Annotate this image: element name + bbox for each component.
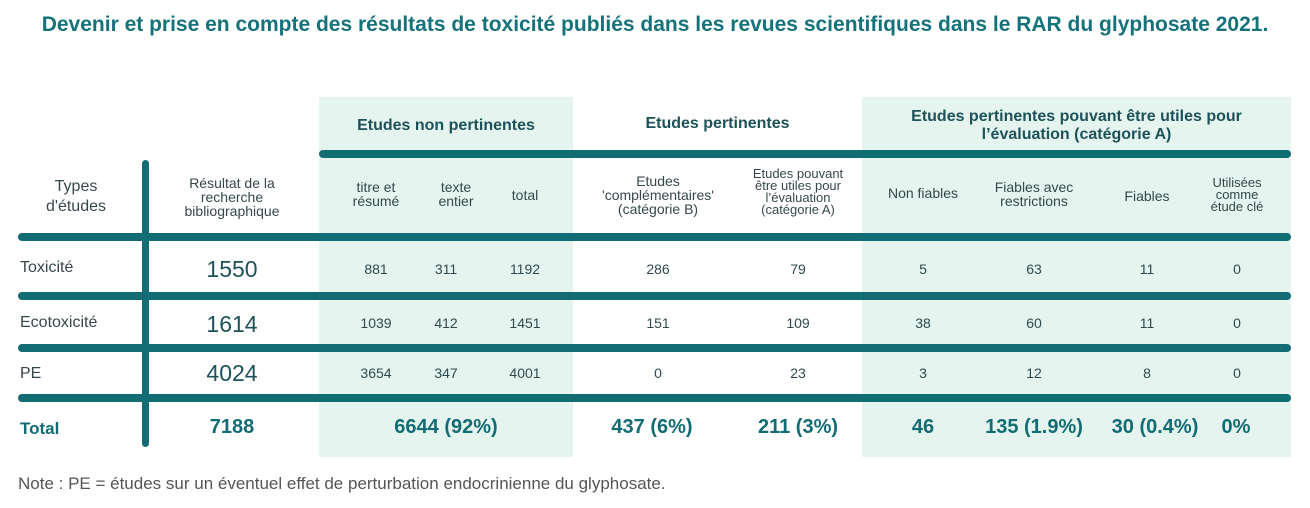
cell-cat-b: 286 bbox=[646, 261, 670, 277]
cell-titre: 1039 bbox=[360, 315, 392, 331]
total-cat-a: 211 (3%) bbox=[757, 416, 839, 438]
cell-cat-a: 79 bbox=[790, 261, 806, 277]
vertical-divider bbox=[142, 160, 149, 447]
header-complementaires: Etudes 'complémentaires' (catégorie B) bbox=[602, 173, 714, 217]
row-divider-2 bbox=[18, 292, 1291, 300]
row-resultat: 1614 bbox=[206, 311, 258, 337]
row-divider-4 bbox=[18, 394, 1291, 402]
cell-non-fiables: 38 bbox=[915, 315, 931, 331]
cell-cat-a: 23 bbox=[790, 365, 806, 381]
total-non-pertinentes: 6644 (92%) bbox=[394, 416, 498, 438]
row-label: Toxicité bbox=[20, 259, 74, 276]
cell-non-fiables: 3 bbox=[919, 365, 927, 381]
cell-fiables: 8 bbox=[1143, 365, 1151, 381]
cell-total: 4001 bbox=[509, 365, 541, 381]
cell-total: 1192 bbox=[509, 261, 541, 277]
cell-cle: 0 bbox=[1233, 261, 1241, 277]
cell-fiables: 11 bbox=[1139, 261, 1155, 277]
row-resultat: 1550 bbox=[206, 256, 258, 282]
cell-texte: 311 bbox=[434, 261, 458, 277]
header-non-fiables: Non fiables bbox=[887, 185, 959, 201]
cell-fiables: 11 bbox=[1139, 315, 1155, 331]
cell-texte: 412 bbox=[434, 315, 458, 331]
total-fiables-restrictions: 135 (1.9%) bbox=[985, 416, 1083, 438]
cell-titre: 881 bbox=[364, 261, 388, 277]
group-header-utiles: Etudes pertinentes pouvant être utiles p… bbox=[862, 108, 1291, 144]
header-underline-bar bbox=[319, 150, 1291, 158]
cell-cat-b: 0 bbox=[654, 365, 662, 381]
header-types: Types d'études bbox=[46, 178, 106, 215]
cell-fiables-restr: 60 bbox=[1026, 315, 1042, 331]
cell-fiables-restr: 12 bbox=[1026, 365, 1042, 381]
cell-texte: 347 bbox=[434, 365, 458, 381]
header-fiables: Fiables bbox=[1124, 188, 1170, 204]
group-header-non-pertinentes: Etudes non pertinentes bbox=[357, 117, 535, 134]
header-titre-resume: titre et résumé bbox=[352, 179, 400, 209]
header-total: total bbox=[511, 187, 539, 203]
cell-cle: 0 bbox=[1233, 315, 1241, 331]
header-utiles: Etudes pouvant être utiles pour l’évalua… bbox=[752, 166, 844, 217]
group-header-utiles-line1: Etudes pertinentes pouvant être utiles p… bbox=[911, 108, 1242, 125]
total-resultat: 7188 bbox=[209, 416, 255, 438]
total-fiables: 30 (0.4%) bbox=[1111, 416, 1199, 438]
cell-cat-a: 109 bbox=[786, 315, 810, 331]
row-label: Ecotoxicité bbox=[20, 314, 98, 331]
footnote: Note : PE = études sur un éventuel effet… bbox=[18, 474, 666, 493]
cell-cat-b: 151 bbox=[646, 315, 670, 331]
total-label: Total bbox=[20, 419, 60, 438]
group-header-pertinentes: Etudes pertinentes bbox=[645, 115, 790, 132]
row-divider-3 bbox=[18, 344, 1291, 352]
total-cat-b: 437 (6%) bbox=[611, 416, 693, 438]
header-texte-entier: texte entier bbox=[438, 179, 474, 209]
cell-fiables-restr: 63 bbox=[1026, 261, 1042, 277]
header-resultat: Résultat de la recherche bibliographique bbox=[184, 175, 280, 219]
header-utilisees: Utilisées comme étude clé bbox=[1210, 175, 1264, 214]
cell-titre: 3654 bbox=[360, 365, 392, 381]
header-fiables-restrictions: Fiables avec restrictions bbox=[994, 179, 1074, 209]
cell-non-fiables: 5 bbox=[919, 261, 927, 277]
cell-cle: 0 bbox=[1233, 365, 1241, 381]
group-header-utiles-line2: l’évaluation (catégorie A) bbox=[981, 126, 1172, 143]
page-title: Devenir et prise en compte des résultats… bbox=[41, 13, 1269, 36]
total-cle: 0% bbox=[1221, 416, 1251, 438]
row-label: PE bbox=[20, 365, 42, 382]
row-divider-1 bbox=[18, 233, 1291, 241]
total-non-fiables: 46 bbox=[911, 416, 935, 438]
row-resultat: 4024 bbox=[206, 360, 258, 386]
cell-total: 1451 bbox=[509, 315, 541, 331]
